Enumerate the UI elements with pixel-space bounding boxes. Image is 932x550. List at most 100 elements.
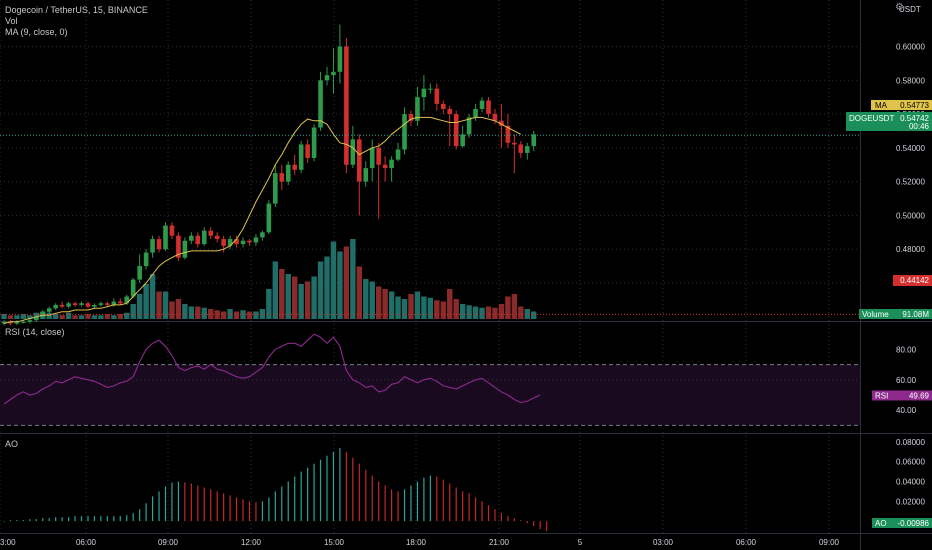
- ao-bar: [9, 520, 12, 522]
- ao-bar: [442, 479, 444, 522]
- candle-body: [440, 103, 446, 109]
- candle-body: [176, 235, 181, 258]
- ao-bar: [229, 495, 231, 522]
- gear-icon[interactable]: ⚙: [895, 2, 904, 13]
- volume-bar: [149, 274, 156, 319]
- volume-bar: [7, 315, 14, 319]
- volume-bar: [311, 276, 317, 319]
- rsi-band: [0, 364, 860, 426]
- candle-body: [492, 114, 498, 121]
- ao-bar: [332, 451, 335, 522]
- candle-body: [247, 240, 252, 243]
- candle-body: [395, 149, 401, 160]
- volume-bar: [447, 289, 453, 319]
- candle-body: [531, 134, 537, 147]
- volume-bar: [220, 311, 227, 319]
- candle-body: [98, 303, 104, 305]
- volume-bar: [136, 294, 143, 319]
- ao-bar: [345, 451, 347, 522]
- ao-bar: [261, 501, 263, 522]
- ma-line: [3, 116, 522, 324]
- ao-bar: [268, 497, 270, 522]
- ma-tag-value: 0.54773: [900, 101, 929, 110]
- volume-bar: [78, 315, 85, 319]
- ao-legend: AO: [5, 439, 18, 450]
- candle-body: [331, 71, 336, 76]
- ao-bar: [87, 516, 89, 522]
- volume-bar: [350, 239, 356, 319]
- volume-bar: [427, 297, 434, 319]
- rsi-tick-label: 60.00: [896, 376, 917, 385]
- volume-bar: [401, 299, 408, 319]
- price-tick-label: 0.60000: [896, 42, 925, 51]
- ao-bar: [391, 489, 393, 522]
- rsi-tag-value: 49.69: [909, 391, 930, 400]
- candle-body: [85, 303, 91, 307]
- volume-bar: [337, 251, 343, 319]
- volume-bar: [188, 306, 195, 319]
- volume-bar: [227, 309, 233, 319]
- volume-bar: [511, 294, 518, 319]
- ao-bar: [300, 471, 302, 522]
- ao-bar: [42, 518, 44, 522]
- ao-bar: [520, 520, 522, 522]
- volume-bar: [356, 266, 362, 319]
- symbol-title: Dogecoin / TetherUS, 15, BINANCE: [5, 5, 148, 15]
- volume-bar: [175, 299, 182, 319]
- bar-countdown: 00:46: [909, 122, 930, 131]
- ao-bar: [184, 482, 186, 522]
- ao-bar: [358, 463, 360, 522]
- volume-bar: [253, 311, 259, 319]
- volume-bar: [304, 281, 311, 319]
- candle-body: [408, 114, 414, 121]
- ao-bar: [274, 491, 276, 522]
- ao-bar: [533, 521, 535, 527]
- ao-bar: [294, 476, 296, 522]
- candle-body: [279, 173, 285, 182]
- volume-bar: [233, 311, 240, 319]
- price-tick-label: 0.52000: [896, 178, 925, 187]
- candle-body: [305, 144, 310, 158]
- candle-body: [117, 301, 123, 304]
- time-tick-label: 03:00: [653, 538, 674, 547]
- volume-legend: Vol: [5, 16, 18, 26]
- volume-bar: [492, 307, 498, 319]
- ao-bar: [281, 486, 283, 522]
- volume-bar: [91, 315, 98, 319]
- ao-bar: [255, 502, 257, 522]
- ao-tag: [872, 518, 932, 528]
- volume-bar: [479, 307, 485, 319]
- volume-bar: [279, 269, 285, 319]
- ao-bar: [210, 489, 212, 522]
- candle-body: [363, 168, 369, 182]
- ao-bar: [481, 501, 483, 522]
- ao-bar: [119, 516, 121, 522]
- ao-bar: [93, 516, 96, 522]
- volume-bar: [1, 314, 7, 319]
- ao-bar: [248, 501, 251, 522]
- candle-body: [111, 301, 117, 305]
- candle-body: [434, 88, 440, 104]
- volume-bar: [143, 284, 149, 319]
- ao-bar: [171, 482, 173, 522]
- ao-legend-label: AO: [5, 439, 19, 449]
- currency-unit-label[interactable]: USDT: [899, 5, 921, 14]
- candle-body: [105, 303, 110, 305]
- candle-body: [221, 239, 226, 246]
- volume-bar: [363, 279, 369, 319]
- candle-body: [240, 240, 246, 245]
- ao-bar: [468, 493, 470, 522]
- volume-bar: [72, 315, 78, 319]
- candle-body: [382, 164, 388, 169]
- volume-bar: [285, 274, 291, 319]
- candle-body: [473, 108, 478, 118]
- volume-bar: [111, 315, 117, 319]
- volume-bar: [382, 289, 388, 319]
- volume-bar: [498, 304, 505, 319]
- candle-body: [466, 117, 472, 135]
- volume-bar: [104, 314, 111, 319]
- ao-bar: [145, 503, 147, 522]
- volume-bar: [408, 294, 414, 319]
- ao-tick-label: 0.06000: [896, 458, 925, 467]
